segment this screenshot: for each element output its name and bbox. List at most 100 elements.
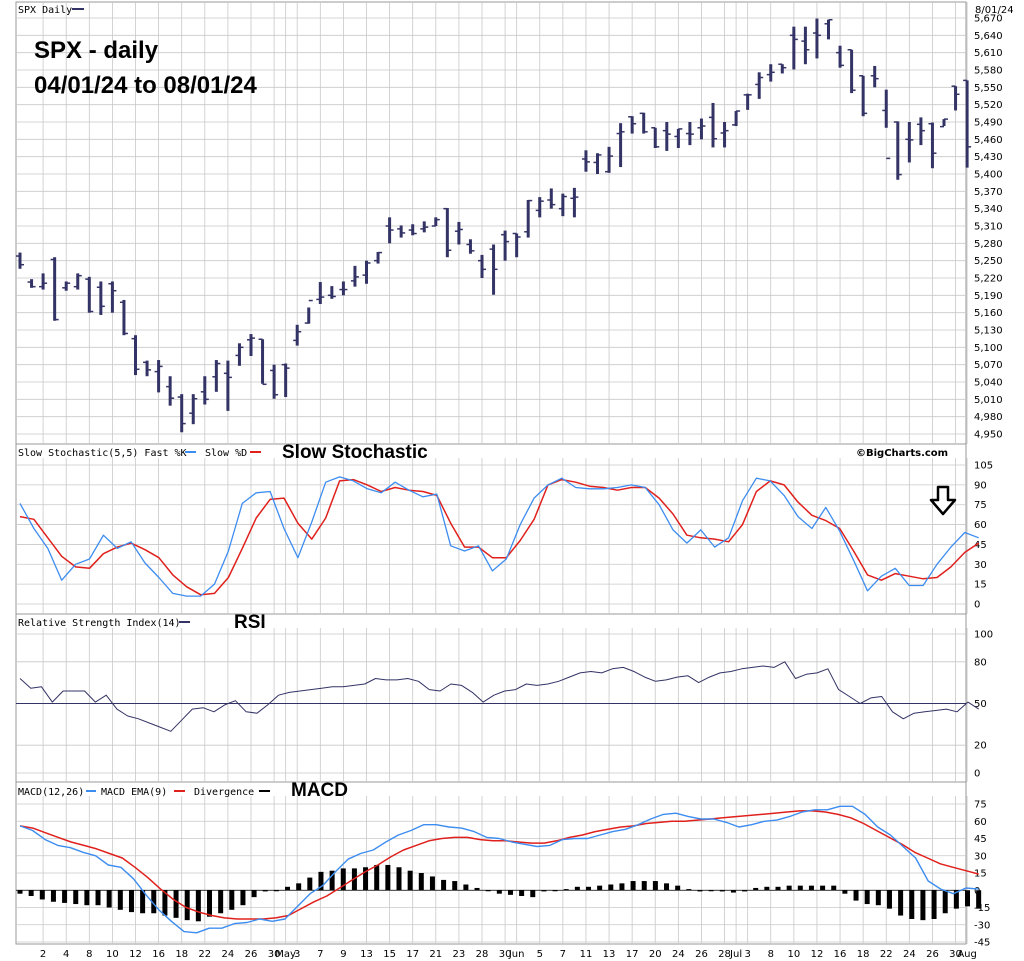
divergence-bar [173, 890, 179, 918]
divergence-bar [563, 889, 569, 891]
y-tick-label: 0 [974, 769, 980, 780]
divergence-bar [552, 890, 558, 892]
divergence-bar [976, 890, 982, 909]
ohlc-bar [350, 265, 359, 287]
divergence-bar [931, 890, 937, 919]
divergence-bar [106, 890, 112, 908]
y-tick-label: 100 [974, 630, 993, 641]
divergence-bar [363, 867, 369, 891]
ohlc-bar [489, 244, 498, 295]
y-tick-label: 5,490 [974, 118, 1003, 129]
divergence-bar [318, 871, 324, 891]
ohlc-bar [50, 257, 59, 321]
divergence-bar [730, 890, 736, 893]
divergence-bar [307, 877, 313, 891]
macd-divergence-bars [16, 864, 982, 922]
y-tick-label: 5,160 [974, 308, 1003, 319]
divergence-bar [151, 890, 157, 914]
divergence-bar [50, 890, 56, 902]
fast-k-line [19, 476, 979, 597]
y-tick-label: 5,070 [974, 360, 1003, 371]
ohlc-bar [859, 75, 868, 117]
y-tick-label: 5,220 [974, 274, 1003, 285]
ohlc-bar [812, 18, 821, 59]
panel-frames [15, 1, 967, 945]
divergence-bar [820, 885, 826, 891]
divergence-bar [530, 890, 536, 898]
x-tick-label: 10 [787, 949, 800, 960]
ohlc-bar [870, 65, 879, 88]
ohlc-bar [732, 110, 741, 127]
ohlc-bar [154, 360, 163, 393]
ohlc-bar [454, 221, 463, 245]
y-tick-label: 30 [974, 560, 987, 571]
ohlc-bar [605, 146, 614, 173]
divergence-bar [374, 864, 380, 891]
ohlc-bar [27, 279, 36, 288]
divergence-bar [407, 870, 413, 891]
panel-frame-macd [15, 781, 967, 945]
ohlc-bar [639, 112, 648, 134]
x-tick-label: 13 [360, 949, 373, 960]
ohlc-bar [674, 128, 683, 148]
ohlc-bar [247, 334, 255, 356]
divergence-bar [597, 885, 603, 891]
ohlc-bar [570, 187, 579, 218]
y-tick-label: 15 [974, 869, 987, 880]
x-tick-label: 21 [429, 949, 442, 960]
ohlc-bar [720, 122, 729, 148]
divergence-bar [753, 887, 759, 891]
divergence-bar [240, 890, 246, 906]
ohlc-bar [709, 102, 717, 148]
ohlc-bar [501, 230, 510, 261]
divergence-bar [619, 883, 625, 891]
divergence-bar [62, 890, 68, 903]
ohlc-bar [512, 232, 521, 258]
ohlc-bar [766, 64, 775, 82]
ohlc-bar [789, 26, 798, 70]
ohlc-bar [847, 49, 856, 94]
ohlc-bar [905, 122, 914, 163]
y-tick-label: 45 [974, 834, 987, 845]
x-tick-label: 26 [245, 949, 258, 960]
ohlc-bar [743, 93, 752, 110]
ohlc-bar [581, 150, 590, 172]
ohlc-bar [119, 299, 128, 336]
ohlc-bar [293, 324, 302, 346]
rsi-line [19, 661, 979, 732]
x-tick-label: 20 [649, 949, 662, 960]
ohlc-bar [339, 281, 348, 296]
divergence-bar [719, 890, 725, 892]
x-tick-label: 24 [903, 949, 916, 960]
y-tick-label: 50 [974, 699, 987, 710]
divergence-bar [864, 890, 870, 905]
ohlc-bar [270, 364, 279, 399]
ohlc-bar [166, 376, 175, 406]
x-tick-label: 28 [476, 949, 489, 960]
y-tick-label: 20 [974, 741, 987, 752]
date-right: 8/01/24 [975, 5, 1014, 16]
stoch-annotation: Slow Stochastic [282, 442, 428, 463]
y-tick-label: 45 [974, 540, 987, 551]
ohlc-bar [651, 127, 660, 148]
y-tick-label: -30 [974, 920, 990, 931]
divergence-bar [920, 890, 926, 921]
x-tick-label: 16 [152, 949, 165, 960]
divergence-bar [686, 889, 692, 891]
macd-label-1: MACD(12,26) [18, 787, 84, 798]
ohlc-bar [662, 122, 671, 151]
y-tick-label: 0 [974, 600, 980, 611]
macd-label-2: MACD EMA(9) [101, 787, 167, 798]
divergence-bar [942, 890, 948, 914]
divergence-bar [898, 890, 904, 916]
x-tick-label: 30 [499, 949, 512, 960]
y-tick-label: 105 [974, 461, 993, 472]
x-tick-label: 3 [744, 949, 750, 960]
divergence-bar [285, 886, 291, 891]
divergence-bar [652, 881, 658, 891]
y-tick-label: -15 [974, 903, 990, 914]
divergence-bar [586, 886, 592, 891]
y-tick-label: 5,580 [974, 66, 1003, 77]
